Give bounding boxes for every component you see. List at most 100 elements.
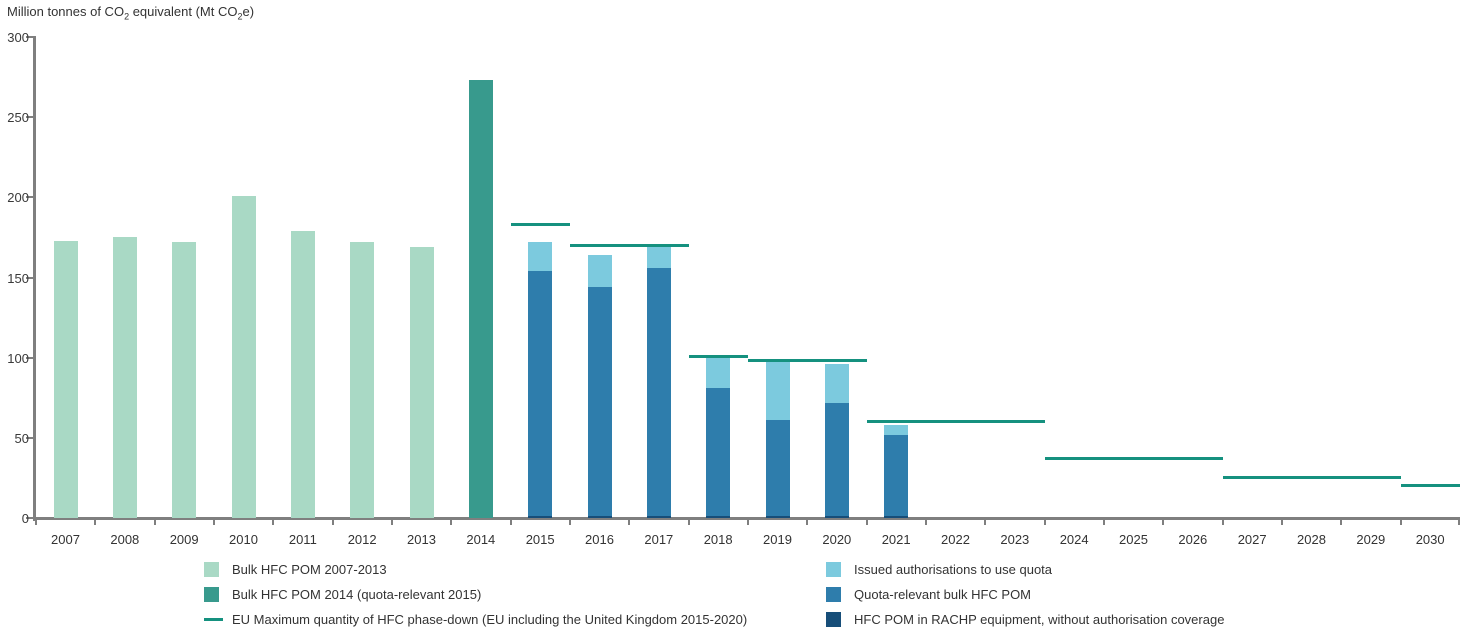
x-tick-2021 — [865, 520, 868, 525]
x-tick-label-2015: 2015 — [525, 532, 555, 547]
x-tick-2027 — [1221, 520, 1224, 525]
x-tick-label-2009: 2009 — [169, 532, 199, 547]
bulk-2014-swatch — [204, 587, 219, 602]
bar-2009-bulk — [172, 242, 197, 518]
bar-2019-rachp — [765, 516, 790, 518]
rachp-swatch — [826, 612, 841, 627]
y-tick-0 — [26, 517, 33, 519]
x-tick-2007 — [35, 520, 37, 525]
eu-max-line-2019-2020 — [748, 359, 867, 363]
bar-2018-quota — [706, 388, 731, 517]
bar-2007-bulk — [53, 240, 78, 518]
bar-2021-quota — [884, 434, 909, 517]
y-tick-label-50: 50 — [14, 430, 29, 446]
bar-2017-rachp — [647, 516, 671, 518]
issued-authorisations-swatch — [826, 562, 841, 577]
y-tick-label-0: 0 — [21, 511, 29, 526]
bar-2008-bulk — [113, 237, 137, 518]
x-tick-2014 — [450, 520, 453, 525]
bar-2012-bulk — [350, 242, 375, 518]
legend-label: Issued authorisations to use quota — [854, 562, 1053, 577]
bar-2015-rachp — [528, 516, 553, 518]
x-tick-2011 — [272, 520, 275, 525]
legend-right-column: Issued authorisations to use quota Quota… — [826, 557, 1224, 627]
eu-max-line-2024-2026 — [1044, 457, 1223, 461]
y-tick-100 — [26, 356, 33, 359]
eu-max-line-2027-2029 — [1222, 476, 1401, 480]
y-axis — [33, 36, 36, 521]
x-tick-2028 — [1281, 520, 1283, 525]
x-tick-label-2025: 2025 — [1119, 532, 1148, 547]
bar-2017-auth — [647, 247, 671, 268]
x-tick-label-2018: 2018 — [703, 532, 733, 547]
x-tick-label-2007: 2007 — [51, 532, 80, 547]
x-tick-2013 — [391, 520, 393, 525]
x-axis — [33, 517, 1460, 520]
y-tick-200 — [26, 196, 33, 199]
eu-max-line-2030 — [1400, 484, 1460, 488]
bar-2021-rachp — [884, 516, 909, 518]
x-tick-label-2027: 2027 — [1237, 532, 1267, 547]
legend-label: HFC POM in RACHP equipment, without auth… — [854, 612, 1225, 627]
bar-2020-quota — [825, 402, 849, 517]
y-tick-150 — [26, 276, 33, 279]
x-tick-2009 — [153, 520, 156, 525]
x-tick-2026 — [1162, 520, 1165, 525]
legend-item-quota-relevant: Quota-relevant bulk HFC POM — [826, 582, 1224, 607]
x-tick-label-2021: 2021 — [881, 532, 911, 547]
bar-2016-rachp — [587, 516, 612, 518]
bar-2017-quota — [647, 267, 671, 517]
x-tick-label-2020: 2020 — [822, 532, 852, 547]
x-tick-2008 — [94, 520, 97, 525]
y-tick-label-100: 100 — [7, 350, 29, 366]
x-tick-2018 — [687, 520, 690, 525]
x-tick-2030 — [1399, 520, 1402, 525]
chart-title: Million tonnes of CO2 equivalent (Mt CO2… — [7, 4, 255, 22]
x-tick-2017 — [628, 520, 631, 525]
quota-relevant-swatch — [826, 587, 841, 602]
x-tick-label-2030: 2030 — [1415, 532, 1445, 547]
eu-max-line-2021-2023 — [866, 420, 1045, 424]
bar-2018-rachp — [706, 516, 731, 518]
x-tick-2019 — [747, 520, 749, 525]
x-tick-label-2008: 2008 — [110, 532, 140, 547]
bar-2019-auth — [765, 360, 790, 421]
x-tick-label-2022: 2022 — [941, 532, 970, 547]
x-tick-2029 — [1340, 520, 1343, 525]
x-tick-label-2011: 2011 — [288, 532, 317, 547]
x-tick-2010 — [213, 520, 215, 525]
x-tick-2016 — [569, 520, 571, 525]
y-tick-50 — [26, 436, 33, 439]
x-tick-label-2029: 2029 — [1356, 532, 1386, 547]
bar-2013-bulk — [409, 247, 434, 518]
eu-max-line-2018 — [688, 354, 748, 358]
x-tick-label-2012: 2012 — [347, 532, 377, 547]
x-tick-label-2023: 2023 — [1000, 532, 1030, 547]
x-tick-2015 — [509, 520, 512, 525]
x-tick-label-2026: 2026 — [1178, 532, 1208, 547]
y-tick-250 — [26, 116, 33, 119]
legend-left-column: Bulk HFC POM 2007-2013 Bulk HFC POM 2014… — [204, 557, 747, 627]
bar-2019-quota — [765, 420, 790, 517]
legend-label: Quota-relevant bulk HFC POM — [854, 587, 1032, 602]
x-tick-label-2017: 2017 — [644, 532, 674, 547]
x-tick-2023 — [984, 520, 987, 525]
legend-label: EU Maximum quantity of HFC phase-down (E… — [232, 612, 748, 627]
legend-item-issued-authorisations: Issued authorisations to use quota — [826, 557, 1224, 582]
bar-2015-quota — [528, 271, 553, 517]
x-tick-2024 — [1043, 520, 1046, 525]
x-tick-2020 — [806, 520, 809, 525]
x-tick-label-2014: 2014 — [466, 532, 496, 547]
bar-2010-bulk — [231, 195, 256, 518]
eu-max-line-2015 — [510, 223, 570, 227]
bar-2016-auth — [587, 255, 612, 288]
x-tick-label-2028: 2028 — [1297, 532, 1326, 547]
x-tick-label-2024: 2024 — [1059, 532, 1089, 547]
y-tick-label-300: 300 — [7, 30, 29, 45]
x-tick-2012 — [331, 520, 334, 525]
x-tick-label-2013: 2013 — [407, 532, 436, 547]
bar-2020-auth — [825, 364, 849, 403]
legend-label: Bulk HFC POM 2007-2013 — [232, 562, 387, 577]
bulk-2007-2013-swatch — [204, 562, 219, 577]
